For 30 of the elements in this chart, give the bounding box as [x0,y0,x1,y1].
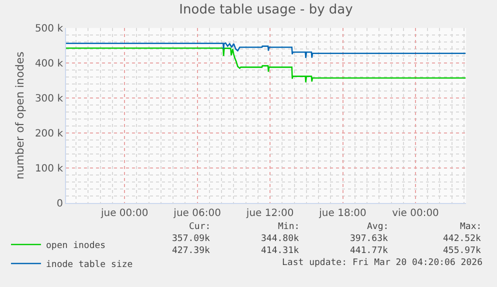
chart-title: Inode table usage - by day [179,2,354,18]
text: 427.39k [172,246,211,256]
legend-label: inode table size [46,260,133,270]
text: Avg: [367,222,389,232]
text: Max: [460,222,482,232]
y-axis-title: number of open inodes [14,51,27,180]
y-tick-label: 400 k [34,58,64,70]
x-tick-label: jue 00:00 [100,208,148,219]
y-tick-label: 0 [56,198,63,210]
text: 357.09k [172,234,211,244]
text: 397.63k [350,234,389,244]
line-series [66,42,466,59]
y-tick-label: 200 k [34,128,64,140]
y-tick-label: 500 k [34,24,64,34]
text: Last update: Fri Mar 20 04:20:06 2026 [282,258,482,268]
x-tick-label: vie 00:00 [392,208,439,219]
y-tick-label: 100 k [34,164,64,174]
text: 455.97k [443,246,482,256]
y-tick-label: 300 k [34,94,64,104]
x-tick-label: jue 18:00 [318,208,366,219]
text: 442.52k [443,234,482,244]
x-tick-label: jue 06:00 [172,208,221,219]
text: Min: [278,222,300,232]
text: 414.31k [261,246,300,256]
legend-label: open inodes [46,241,106,252]
text: Cur: [189,222,211,232]
x-tick-label: jue 12:00 [245,208,294,219]
text: 344.80k [261,234,300,244]
line-series [66,47,466,83]
text: 441.77k [350,246,389,256]
